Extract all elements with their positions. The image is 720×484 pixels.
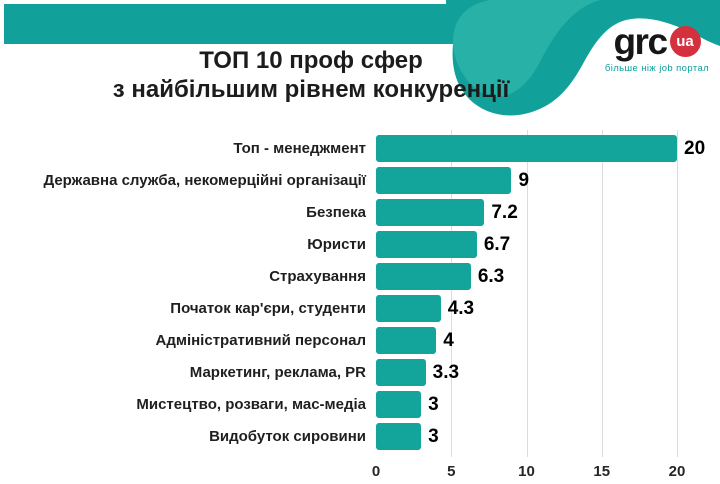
bar-label: Адміністративний персонал xyxy=(155,331,367,349)
bar-label: Маркетинг, реклама, PR xyxy=(189,363,366,381)
chart-row: Адміністративний персонал 4 xyxy=(0,324,720,356)
bar-chart: Топ - менеджмент 20 Державна служба, неком… xyxy=(0,130,720,484)
bar-value: 3.3 xyxy=(432,361,460,383)
header-wave-graphic xyxy=(4,0,720,116)
chart-title-line2: з найбільшим рівнем конкуренції xyxy=(112,76,510,103)
grc-logo-text: grc xyxy=(613,21,668,62)
bar xyxy=(376,198,485,226)
bar-track: 7.2 xyxy=(376,196,720,228)
gridline xyxy=(601,130,603,457)
chart-row: Безпека 7.2 xyxy=(0,196,720,228)
bar-label: Юристи xyxy=(307,235,366,253)
grc-logo-row: grc ua xyxy=(599,23,715,60)
bar-value: 3 xyxy=(428,393,439,415)
bar xyxy=(376,134,677,162)
x-axis: 0 5 10 15 20 xyxy=(0,463,720,484)
x-tick-label: 5 xyxy=(447,463,456,480)
bar-label: Державна служба, некомерційні організаці… xyxy=(43,171,366,189)
header-band xyxy=(4,4,453,44)
bar-track: 4.3 xyxy=(376,292,720,324)
bar-label: Видобуток сировини xyxy=(209,427,366,445)
chart-row: Видобуток сировини 3 xyxy=(0,420,720,452)
bar-value: 7.2 xyxy=(491,201,518,223)
bar-label: Страхування xyxy=(269,267,366,285)
x-tick-label: 20 xyxy=(668,463,686,480)
bar-track: 6.7 xyxy=(376,228,720,260)
bar xyxy=(376,294,441,322)
x-tick-label: 0 xyxy=(371,463,381,480)
chart-row: Юристи 6.7 xyxy=(0,228,720,260)
bar-label: Безпека xyxy=(306,203,366,221)
wave-light-shape xyxy=(452,0,600,97)
bar xyxy=(376,326,437,354)
chart-row: Початок кар'єри, студенти 4.3 xyxy=(0,292,720,324)
bar-label: Початок кар'єри, студенти xyxy=(170,299,366,317)
bar xyxy=(376,230,477,258)
chart-row: Маркетинг, реклама, PR 3.3 xyxy=(0,356,720,388)
grc-logo: grc ua більше ніж job портал xyxy=(599,23,715,74)
chart-row: Мистецтво, розваги, мас-медіа 3 xyxy=(0,388,720,420)
ua-badge: ua xyxy=(669,26,701,57)
gridline xyxy=(451,130,453,457)
bar-value: 4.3 xyxy=(447,297,475,319)
gridline xyxy=(677,130,678,457)
chart-title-line1: ТОП 10 проф сфер xyxy=(199,47,423,74)
bar-value: 6.3 xyxy=(477,265,505,287)
bar-value: 9 xyxy=(518,169,530,191)
bar-track: 4 xyxy=(376,324,720,356)
chart-row: Топ - менеджмент 20 xyxy=(0,132,720,164)
bar-track: 20 xyxy=(376,132,720,164)
bar-track: 6.3 xyxy=(376,260,720,292)
bar-value: 20 xyxy=(684,137,706,159)
bar xyxy=(376,358,426,386)
bar-track: 3 xyxy=(376,420,720,452)
bar xyxy=(376,422,422,450)
gridline xyxy=(526,130,528,457)
x-tick-label: 10 xyxy=(518,463,535,480)
logo-tagline: більше ніж job портал xyxy=(604,63,710,74)
bar-value: 4 xyxy=(443,329,454,351)
bar-track: 3 xyxy=(376,388,720,420)
chart-title: ТОП 10 проф сфер з найбільшим рівнем кон… xyxy=(0,46,622,104)
x-tick-label: 15 xyxy=(593,463,611,480)
bar-value: 6.7 xyxy=(483,233,511,255)
bar-label: Топ - менеджмент xyxy=(233,139,366,157)
bar xyxy=(376,262,471,290)
bar-value: 3 xyxy=(428,425,439,447)
bar xyxy=(376,390,422,418)
chart-row: Страхування 6.3 xyxy=(0,260,720,292)
bar-label: Мистецтво, розваги, мас-медіа xyxy=(136,395,366,413)
chart-row: Державна служба, некомерційні організаці… xyxy=(0,164,720,196)
bar xyxy=(376,166,512,194)
chart-rows: Топ - менеджмент 20 Державна служба, неком… xyxy=(0,132,720,452)
bar-track: 3.3 xyxy=(376,356,720,388)
bar-track: 9 xyxy=(376,164,720,196)
